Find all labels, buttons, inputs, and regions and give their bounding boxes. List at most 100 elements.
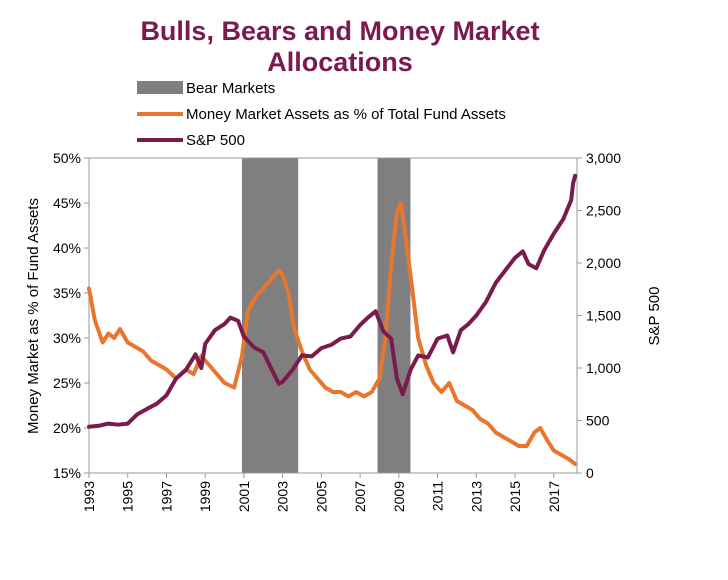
x-tick-label-2017: 2017 (546, 481, 562, 512)
right-tick-label-2500: 2,500 (586, 203, 621, 219)
sp500-point (374, 309, 378, 313)
sp500-point (277, 382, 281, 386)
money-market-point (552, 448, 556, 453)
legend-label-bear-markets: Bear Markets (186, 80, 275, 97)
right-tick-label-0: 0 (586, 465, 594, 481)
x-tick-label-2005: 2005 (313, 481, 329, 512)
left-tick-label-20: 20% (53, 420, 81, 436)
sp500-point (534, 266, 538, 270)
money-market-point (222, 381, 227, 385)
money-market-point (246, 309, 250, 313)
money-market-point (463, 403, 467, 408)
right-tick-label-2000: 2,000 (586, 255, 621, 271)
right-y-axis-ticks: 0 500 1,000 1,500 2,000 2,500 3,000 (577, 150, 621, 481)
sp500-point (319, 346, 323, 350)
x-tick-label-2003: 2003 (275, 481, 291, 512)
sp500-point (466, 322, 471, 326)
sp500-point (281, 380, 285, 384)
left-axis-title: Money Market as % of Fund Assets (25, 198, 42, 434)
money-market-point (126, 340, 130, 345)
sp500-point (395, 376, 399, 381)
money-market-point (269, 277, 273, 282)
sp500-point (426, 355, 430, 360)
money-market-point (494, 430, 498, 435)
legend-swatch-bear-markets (137, 81, 183, 94)
x-tick-label-1999: 1999 (197, 481, 213, 512)
sp500-point (569, 198, 573, 202)
legend-label-money-market: Money Market Assets as % of Total Fund A… (186, 106, 506, 123)
sp500-point (381, 329, 385, 333)
money-market-point (346, 394, 351, 399)
money-market-point (232, 385, 236, 390)
money-market-point (149, 358, 153, 363)
sp500-point (416, 353, 420, 357)
right-axis-title: S&P 500 (646, 287, 663, 346)
chart-legend: Bear Markets Money Market Assets as % of… (137, 80, 506, 149)
sp500-point (561, 217, 566, 221)
sp500-point (164, 393, 169, 397)
sp500-point (261, 350, 265, 354)
money-market-point (292, 327, 296, 331)
money-market-point (447, 381, 451, 385)
sp500-point (97, 424, 101, 428)
x-tick-label-1995: 1995 (120, 481, 136, 512)
money-market-point (501, 435, 506, 439)
money-market-point (315, 376, 320, 381)
money-market-point (546, 439, 550, 444)
sp500-point (184, 368, 188, 372)
money-market-point (286, 291, 291, 295)
sp500-point (503, 268, 507, 272)
money-market-point (118, 327, 122, 331)
sp500-point (174, 376, 178, 381)
x-tick-label-1997: 1997 (158, 481, 174, 512)
sp500-point (451, 350, 455, 354)
money-market-point (517, 444, 521, 448)
bear-market-band-1 (241, 158, 299, 473)
money-market-point (383, 336, 387, 340)
money-market-point (215, 372, 219, 376)
money-market-point (403, 228, 407, 232)
money-market-point (207, 363, 211, 367)
money-market-point (395, 210, 399, 214)
sp500-point (116, 423, 120, 427)
left-tick-label-15: 15% (53, 465, 81, 481)
money-market-point (339, 390, 343, 394)
sp500-point (366, 316, 370, 320)
money-market-point (470, 408, 475, 412)
money-market-point (509, 439, 513, 444)
money-market-point (133, 345, 138, 349)
sp500-point (474, 313, 478, 318)
money-market-point (354, 390, 358, 394)
money-market-point (100, 340, 105, 345)
sp500-point (513, 256, 517, 260)
money-market-point (559, 453, 564, 457)
sp500-point (571, 181, 575, 185)
money-market-point (439, 390, 444, 394)
sp500-point (542, 248, 546, 252)
sp500-point (358, 323, 362, 327)
money-market-point (281, 273, 285, 277)
right-tick-label-1500: 1,500 (586, 308, 621, 324)
sp500-point (236, 319, 240, 323)
sp500-point (242, 334, 246, 339)
money-market-point (323, 385, 327, 390)
money-market-point (532, 430, 536, 435)
x-tick-label-1993: 1993 (81, 481, 97, 512)
money-market-point (399, 201, 403, 205)
sp500-point (310, 354, 314, 359)
money-market-point (106, 331, 110, 336)
sp500-point (389, 337, 393, 341)
sp500-point (87, 425, 91, 429)
money-market-point (261, 286, 265, 291)
chart-series (87, 173, 578, 466)
sp500-point (484, 300, 488, 304)
money-market-point (478, 417, 482, 421)
money-market-point (370, 390, 374, 394)
sp500-point (459, 328, 463, 332)
money-market-point (573, 462, 577, 466)
bear-market-band-2 (377, 158, 411, 473)
left-tick-label-35: 35% (53, 285, 81, 301)
left-tick-label-45: 45% (53, 195, 81, 211)
right-tick-label-500: 500 (586, 413, 610, 429)
